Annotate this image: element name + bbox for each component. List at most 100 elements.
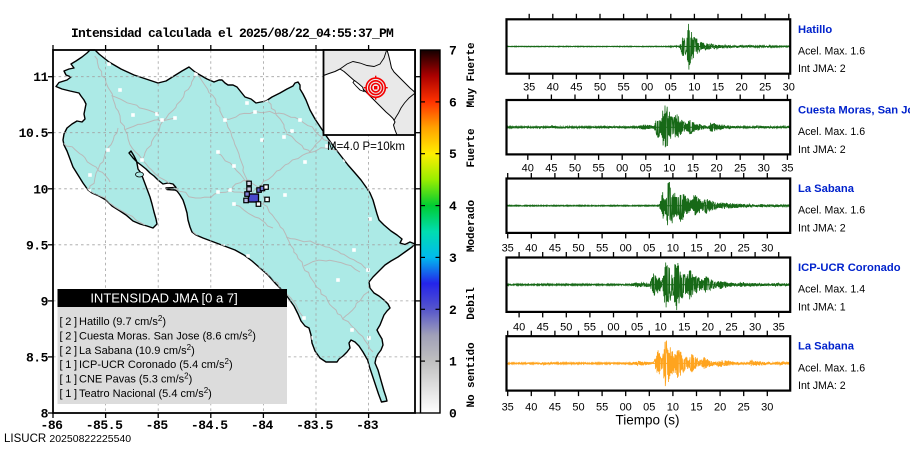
svg-text:00: 00 <box>616 163 628 175</box>
svg-text:Intensidad calculada el 2025/0: Intensidad calculada el 2025/08/22_04:55… <box>71 26 394 41</box>
svg-text:10: 10 <box>655 322 667 334</box>
svg-text:ICP-UCR Coronado (5.4 cm/s2): ICP-UCR Coronado (5.4 cm/s2) <box>79 357 233 371</box>
svg-text:6: 6 <box>449 95 457 110</box>
svg-text:55: 55 <box>596 243 608 255</box>
svg-text:11: 11 <box>33 70 48 85</box>
svg-text:15: 15 <box>678 322 690 334</box>
svg-text:05: 05 <box>665 82 677 94</box>
svg-text:50: 50 <box>594 82 606 94</box>
svg-text:40: 40 <box>525 243 537 255</box>
svg-text:9.5: 9.5 <box>26 238 49 253</box>
svg-text:35: 35 <box>502 243 514 255</box>
svg-text:7: 7 <box>449 44 456 59</box>
svg-text:40: 40 <box>522 163 534 175</box>
svg-text:40: 40 <box>513 322 525 334</box>
svg-text:La Sabana: La Sabana <box>798 341 855 353</box>
svg-text:Muy Fuerte: Muy Fuerte <box>466 42 478 108</box>
svg-text:[ 2 ]: [ 2 ] <box>60 345 77 357</box>
svg-text:30: 30 <box>761 243 773 255</box>
svg-text:00: 00 <box>641 82 653 94</box>
svg-text:05: 05 <box>643 402 655 414</box>
svg-text:30: 30 <box>761 402 773 414</box>
svg-text:45: 45 <box>537 322 549 334</box>
svg-text:1: 1 <box>449 355 457 370</box>
svg-text:8.5: 8.5 <box>26 350 49 365</box>
svg-text:Int JMA: 2: Int JMA: 2 <box>798 63 846 75</box>
svg-text:50: 50 <box>569 163 581 175</box>
svg-text:15: 15 <box>687 163 699 175</box>
svg-text:-83: -83 <box>356 418 379 433</box>
svg-text:05: 05 <box>631 322 643 334</box>
svg-text:40: 40 <box>525 402 537 414</box>
svg-text:La Sabana: La Sabana <box>798 183 855 195</box>
svg-text:Fuerte: Fuerte <box>466 128 478 168</box>
svg-text:45: 45 <box>549 402 561 414</box>
svg-text:35: 35 <box>502 402 514 414</box>
svg-text:Int JMA: 2: Int JMA: 2 <box>798 380 846 392</box>
svg-text:25: 25 <box>725 322 737 334</box>
svg-text:LISUCR 20250822225540: LISUCR 20250822225540 <box>4 433 131 445</box>
svg-text:Moderado: Moderado <box>466 200 478 253</box>
svg-text:35: 35 <box>781 163 793 175</box>
svg-text:30: 30 <box>749 322 761 334</box>
svg-text:[ 2 ]: [ 2 ] <box>60 330 77 342</box>
svg-text:Debil: Debil <box>466 287 478 320</box>
svg-text:[ 1 ]: [ 1 ] <box>60 374 77 386</box>
svg-text:-83.5: -83.5 <box>296 418 333 433</box>
svg-text:Acel. Max. 1.6: Acel. Max. 1.6 <box>798 362 865 374</box>
svg-text:10: 10 <box>667 402 679 414</box>
svg-text:8: 8 <box>41 407 49 422</box>
svg-text:15: 15 <box>690 243 702 255</box>
svg-text:20: 20 <box>710 163 722 175</box>
svg-text:5: 5 <box>449 147 457 162</box>
svg-text:ICP-UCR Coronado: ICP-UCR Coronado <box>798 262 901 274</box>
svg-text:00: 00 <box>620 402 632 414</box>
svg-text:55: 55 <box>596 402 608 414</box>
svg-text:-84: -84 <box>251 418 274 433</box>
svg-text:40: 40 <box>547 82 559 94</box>
svg-text:2: 2 <box>449 303 457 318</box>
svg-text:0: 0 <box>449 407 457 422</box>
svg-text:Acel. Max. 1.6: Acel. Max. 1.6 <box>798 126 865 138</box>
svg-text:35: 35 <box>523 82 535 94</box>
svg-text:00: 00 <box>607 322 619 334</box>
svg-text:55: 55 <box>584 322 596 334</box>
svg-text:30: 30 <box>783 82 795 94</box>
svg-text:25: 25 <box>738 243 750 255</box>
svg-text:Hatillo: Hatillo <box>798 24 832 36</box>
svg-text:55: 55 <box>592 163 604 175</box>
svg-text:10: 10 <box>667 243 679 255</box>
svg-text:La Sabana (10.9 cm/s2): La Sabana (10.9 cm/s2) <box>79 343 195 357</box>
svg-text:Hatillo (9.7 cm/s2): Hatillo (9.7 cm/s2) <box>79 314 166 328</box>
svg-text:20: 20 <box>735 82 747 94</box>
svg-text:4: 4 <box>449 199 457 214</box>
svg-text:Cuesta Moras, San Jose: Cuesta Moras, San Jose <box>798 105 910 117</box>
svg-text:Int JMA: 2: Int JMA: 2 <box>798 222 846 234</box>
svg-text:50: 50 <box>572 243 584 255</box>
svg-text:05: 05 <box>640 163 652 175</box>
svg-text:20: 20 <box>702 322 714 334</box>
svg-text:15: 15 <box>690 402 702 414</box>
svg-text:Tiempo (s): Tiempo (s) <box>615 413 679 428</box>
svg-text:55: 55 <box>617 82 629 94</box>
svg-text:Cuesta Moras. San Jose (8.6 cm: Cuesta Moras. San Jose (8.6 cm/s2) <box>79 328 256 342</box>
svg-text:Acel. Max. 1.4: Acel. Max. 1.4 <box>798 284 865 296</box>
svg-text:3: 3 <box>449 251 457 266</box>
svg-text:[ 2 ]: [ 2 ] <box>60 316 77 328</box>
svg-text:35: 35 <box>773 322 785 334</box>
svg-text:Teatro Nacional (5.4 cm/s2): Teatro Nacional (5.4 cm/s2) <box>79 386 212 400</box>
svg-text:-84.5: -84.5 <box>191 418 228 433</box>
svg-text:10: 10 <box>33 182 48 197</box>
svg-text:Int JMA: 2: Int JMA: 2 <box>798 144 846 156</box>
svg-text:-86: -86 <box>40 418 63 433</box>
svg-text:No sentido: No sentido <box>466 342 478 408</box>
svg-text:[ 1 ]: [ 1 ] <box>60 359 77 371</box>
svg-text:Acel. Max. 1.6: Acel. Max. 1.6 <box>798 205 865 217</box>
svg-text:45: 45 <box>545 163 557 175</box>
svg-text:M=4.0 P=10km: M=4.0 P=10km <box>327 141 405 153</box>
svg-text:[ 1 ]: [ 1 ] <box>60 388 77 400</box>
svg-text:50: 50 <box>572 402 584 414</box>
svg-text:INTENSIDAD JMA [0 a 7]: INTENSIDAD JMA [0 a 7] <box>90 291 237 306</box>
svg-text:20: 20 <box>714 243 726 255</box>
svg-text:05: 05 <box>643 243 655 255</box>
